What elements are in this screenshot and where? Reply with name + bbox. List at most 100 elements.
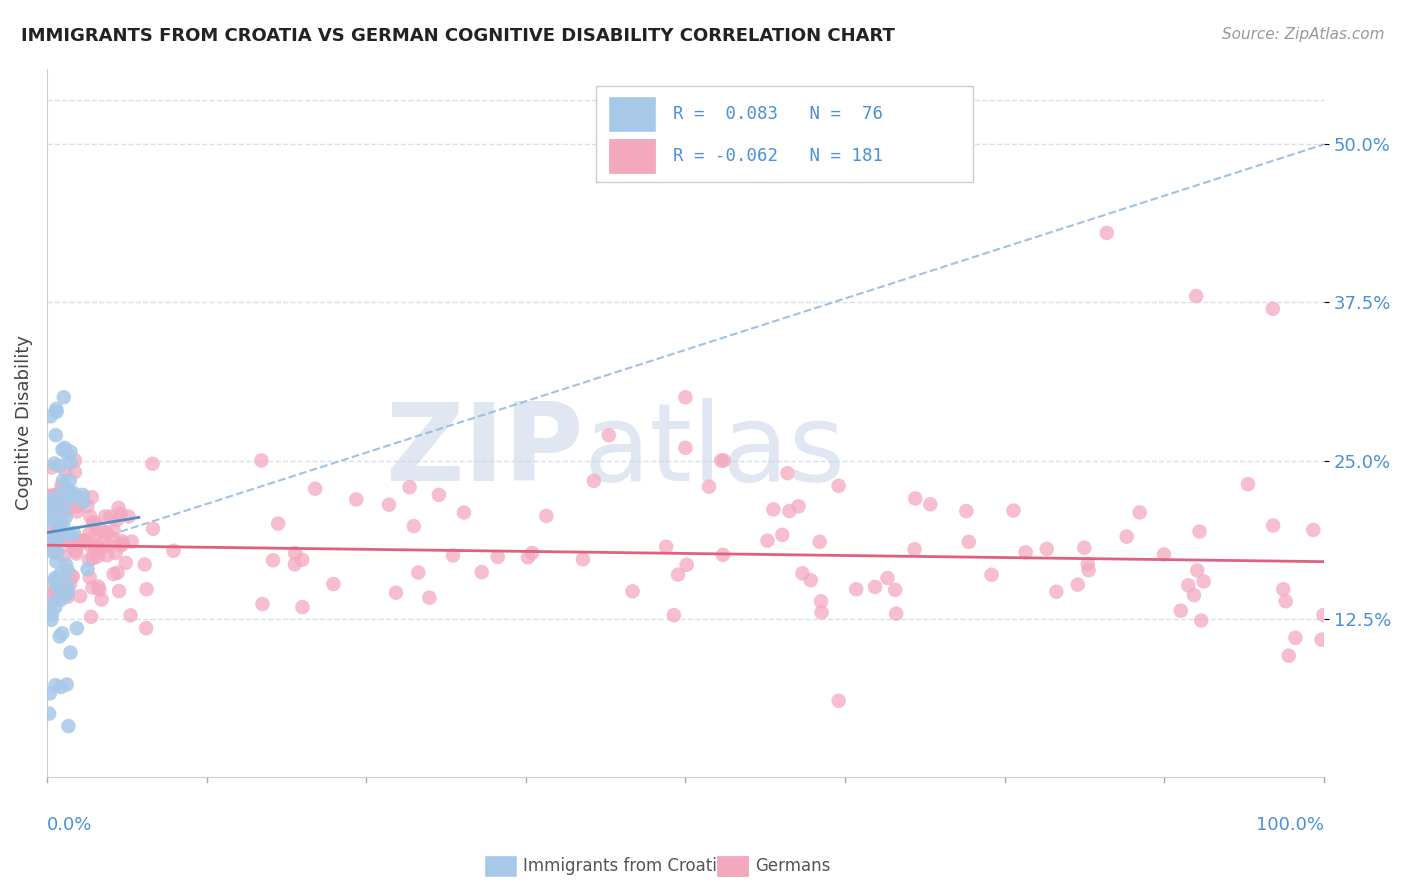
Point <box>1237 477 1260 491</box>
Point <box>141 457 163 471</box>
Point <box>104 546 127 560</box>
Text: Immigrants from Croatia: Immigrants from Croatia <box>523 857 727 875</box>
Point <box>49 592 72 607</box>
Point <box>1073 541 1095 555</box>
Point <box>778 504 800 518</box>
Point <box>1115 530 1137 544</box>
Point <box>810 594 832 608</box>
Point <box>1177 578 1199 592</box>
Point <box>110 507 132 521</box>
Point <box>621 584 644 599</box>
Point <box>39 409 62 424</box>
Point <box>884 582 907 597</box>
Point <box>37 599 59 613</box>
Point <box>45 502 67 516</box>
Point <box>45 401 67 416</box>
Point <box>453 506 475 520</box>
Point <box>1045 584 1067 599</box>
Point <box>662 608 685 623</box>
Point <box>598 428 620 442</box>
Point <box>96 525 118 540</box>
Point <box>66 504 89 518</box>
Point <box>60 490 83 504</box>
Point <box>59 488 82 502</box>
Point <box>80 490 103 504</box>
Point <box>79 570 101 584</box>
Point <box>711 548 734 562</box>
Point <box>904 542 927 557</box>
Point <box>1272 582 1295 597</box>
Point <box>86 538 108 552</box>
Text: Source: ZipAtlas.com: Source: ZipAtlas.com <box>1222 27 1385 42</box>
Point <box>96 548 118 562</box>
Point <box>344 492 367 507</box>
Point <box>83 529 105 543</box>
Point <box>284 558 307 572</box>
Point <box>55 464 77 478</box>
Point <box>87 580 110 594</box>
Point <box>800 573 823 587</box>
Point <box>62 569 84 583</box>
Point <box>582 474 605 488</box>
Point <box>46 592 69 607</box>
Point <box>107 500 129 515</box>
Point <box>51 478 73 492</box>
Point <box>884 607 907 621</box>
Point <box>59 445 82 459</box>
Point <box>291 553 314 567</box>
Point <box>1263 518 1285 533</box>
Point <box>162 543 184 558</box>
Point <box>48 582 70 597</box>
Point <box>762 502 785 516</box>
Point <box>56 564 79 578</box>
Point <box>980 567 1002 582</box>
Point <box>37 510 59 524</box>
Point <box>45 428 67 442</box>
Point <box>45 678 67 692</box>
Point <box>55 510 77 524</box>
Point <box>98 509 121 524</box>
Point <box>304 482 326 496</box>
Point <box>37 495 59 509</box>
Point <box>134 558 156 572</box>
Point <box>378 498 401 512</box>
Text: IMMIGRANTS FROM CROATIA VS GERMAN COGNITIVE DISABILITY CORRELATION CHART: IMMIGRANTS FROM CROATIA VS GERMAN COGNIT… <box>21 27 896 45</box>
Point <box>107 566 129 580</box>
Point <box>1261 301 1284 316</box>
Point <box>827 694 849 708</box>
Point <box>1189 614 1212 628</box>
Point <box>103 524 125 538</box>
Point <box>101 532 124 546</box>
Point <box>267 516 290 531</box>
Point <box>51 442 73 457</box>
Point <box>673 390 696 404</box>
Point <box>1274 594 1296 608</box>
Point <box>675 558 697 572</box>
Y-axis label: Cognitive Disability: Cognitive Disability <box>15 335 32 510</box>
Point <box>418 591 440 605</box>
Point <box>827 479 849 493</box>
Point <box>69 589 91 603</box>
Point <box>45 583 67 598</box>
Point <box>53 500 76 514</box>
Point <box>44 574 66 589</box>
Point <box>42 537 65 551</box>
Point <box>713 453 735 467</box>
Point <box>117 509 139 524</box>
Point <box>402 519 425 533</box>
Point <box>53 441 76 455</box>
Point <box>63 486 86 500</box>
Point <box>41 585 63 599</box>
Point <box>120 608 142 623</box>
Point <box>52 390 75 404</box>
Point <box>56 577 79 591</box>
Point <box>48 630 70 644</box>
Point <box>49 526 72 541</box>
Point <box>55 503 77 517</box>
Point <box>44 583 66 598</box>
Text: ZIP: ZIP <box>385 398 583 504</box>
Point <box>63 453 86 467</box>
Point <box>53 587 76 601</box>
Point <box>38 537 60 551</box>
Point <box>52 533 75 547</box>
